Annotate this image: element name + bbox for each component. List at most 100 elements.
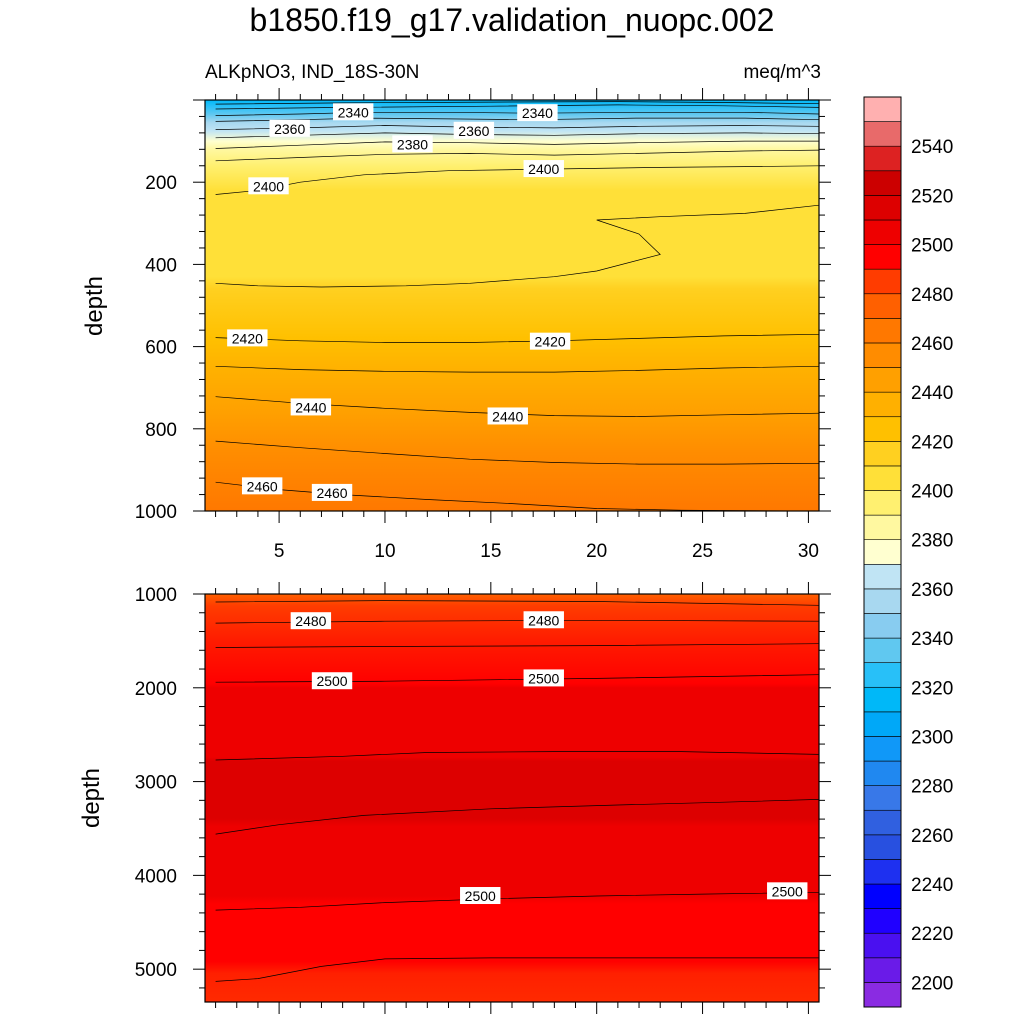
lower-contour-labels: 2480 2480 2500 2500 2500 2500 <box>290 611 808 905</box>
contour-label-box <box>311 672 353 690</box>
contour-line-2490 <box>215 643 820 648</box>
colorbar-box <box>863 686 902 713</box>
contour-label: 2420 <box>232 330 263 346</box>
contour-label: 2500 <box>528 670 559 686</box>
contour-line-2370 <box>215 132 820 139</box>
contour-line-2340 <box>215 111 820 116</box>
colorbar-box <box>863 121 902 147</box>
contour-line-2470 <box>215 600 820 606</box>
contour-line-2500 <box>215 674 820 683</box>
contour-label-box <box>241 477 283 495</box>
contour-line-2510 <box>215 751 820 761</box>
y-tick-label: 4000 <box>135 866 177 887</box>
contour-label: 2460 <box>316 485 347 501</box>
colorbar-box <box>863 465 902 491</box>
contour-label: 2400 <box>253 178 284 194</box>
contour-label-box <box>290 398 332 416</box>
colorbar-box <box>863 268 902 295</box>
contour-label: 2480 <box>295 613 326 629</box>
x-tick-label: 30 <box>798 541 819 562</box>
colorbar-label: 2280 <box>911 777 953 798</box>
y-tick-label: 1000 <box>135 502 177 523</box>
lower-panel-fill <box>205 594 819 1002</box>
upper-axis-ticks: 200 400 600 800 1000 5 10 15 20 25 30 <box>135 88 831 562</box>
units-string: meq/m^3 <box>743 62 821 83</box>
colorbar-box <box>863 170 902 196</box>
colorbar-box <box>863 219 902 245</box>
colorbar-box <box>863 539 902 565</box>
colorbar-box <box>863 883 902 909</box>
contour-label-box <box>453 121 495 139</box>
colorbar-label: 2220 <box>911 924 953 945</box>
upper-panel-fill <box>205 100 819 511</box>
contour-line-2460 <box>215 481 820 512</box>
colorbar-box <box>863 514 902 541</box>
lower-y-axis-title: depth <box>78 768 105 828</box>
contour-label: 2480 <box>528 612 559 628</box>
colorbar-label: 2300 <box>911 727 953 748</box>
colorbar-box <box>863 244 902 270</box>
colorbar-label: 2260 <box>911 826 953 847</box>
contour-label: 2500 <box>316 673 347 689</box>
contour-line-2350 <box>215 117 820 122</box>
contour-line-2420 <box>215 333 820 343</box>
colorbar-box <box>863 982 902 1008</box>
colorbar-box <box>863 391 902 418</box>
colorbar-box <box>863 416 902 442</box>
colorbar-box <box>863 736 902 762</box>
colorbar-label: 2540 <box>911 137 953 158</box>
contour-label-box <box>311 483 353 501</box>
colorbar-box <box>863 195 902 221</box>
colorbar-box <box>863 145 902 172</box>
y-tick-label: 800 <box>145 420 177 441</box>
contour-label: 2340 <box>338 104 369 120</box>
contour-label: 2500 <box>772 883 803 899</box>
colorbar-box <box>863 588 902 614</box>
colorbar-border <box>863 96 902 1008</box>
contour-label: 2340 <box>522 105 553 121</box>
colorbar-box <box>863 662 902 688</box>
y-tick-label: 5000 <box>135 960 177 981</box>
colorbar-label: 2360 <box>911 580 953 601</box>
contour-line-2490 <box>215 957 819 982</box>
colorbar-box <box>863 318 902 344</box>
x-tick-label: 20 <box>586 541 607 562</box>
contour-label: 2440 <box>295 399 326 415</box>
colorbar-boxes <box>863 96 902 1008</box>
colorbar-box <box>863 834 902 860</box>
contour-label-box <box>333 103 374 121</box>
contour-line-2450 <box>215 440 820 465</box>
colorbar-box <box>863 563 902 590</box>
contour-label: 2360 <box>274 121 305 137</box>
left-string: ALKpNO3, IND_18S-30N <box>205 62 420 83</box>
contour-label: 2460 <box>247 478 278 494</box>
contour-label-box <box>227 329 268 347</box>
contour-line-2320 <box>215 101 820 105</box>
contour-label: 2440 <box>492 408 523 424</box>
contour-label: 2500 <box>465 888 496 904</box>
contour-label: 2360 <box>458 123 489 139</box>
colorbar-box <box>863 785 902 811</box>
y-tick-label: 1000 <box>135 585 177 606</box>
upper-contour-labels: 2340 2340 2360 2360 2380 2400 2400 2420 2420 2440… <box>227 103 571 501</box>
colorbar-label: 2200 <box>911 973 953 994</box>
x-tick-label: 10 <box>374 541 395 562</box>
y-tick-label: 400 <box>145 255 177 276</box>
colorbar-box <box>863 367 902 393</box>
contour-label-box <box>248 177 289 195</box>
y-tick-label: 3000 <box>135 773 177 794</box>
contour-line-2430 <box>215 365 820 373</box>
colorbar-box <box>863 932 902 959</box>
contour-label: 2400 <box>528 161 559 177</box>
colorbar-box <box>863 441 902 467</box>
colorbar-label: 2460 <box>911 334 953 355</box>
contour-label-box <box>269 119 310 137</box>
y-tick-label: 600 <box>145 338 177 359</box>
colorbar-box <box>863 908 902 934</box>
colorbar-box <box>863 490 902 516</box>
contour-line-2520 <box>215 799 820 835</box>
contour-label-box <box>529 332 571 350</box>
colorbar-box <box>863 957 902 983</box>
x-tick-label: 15 <box>480 541 501 562</box>
colorbar-box <box>863 637 902 663</box>
